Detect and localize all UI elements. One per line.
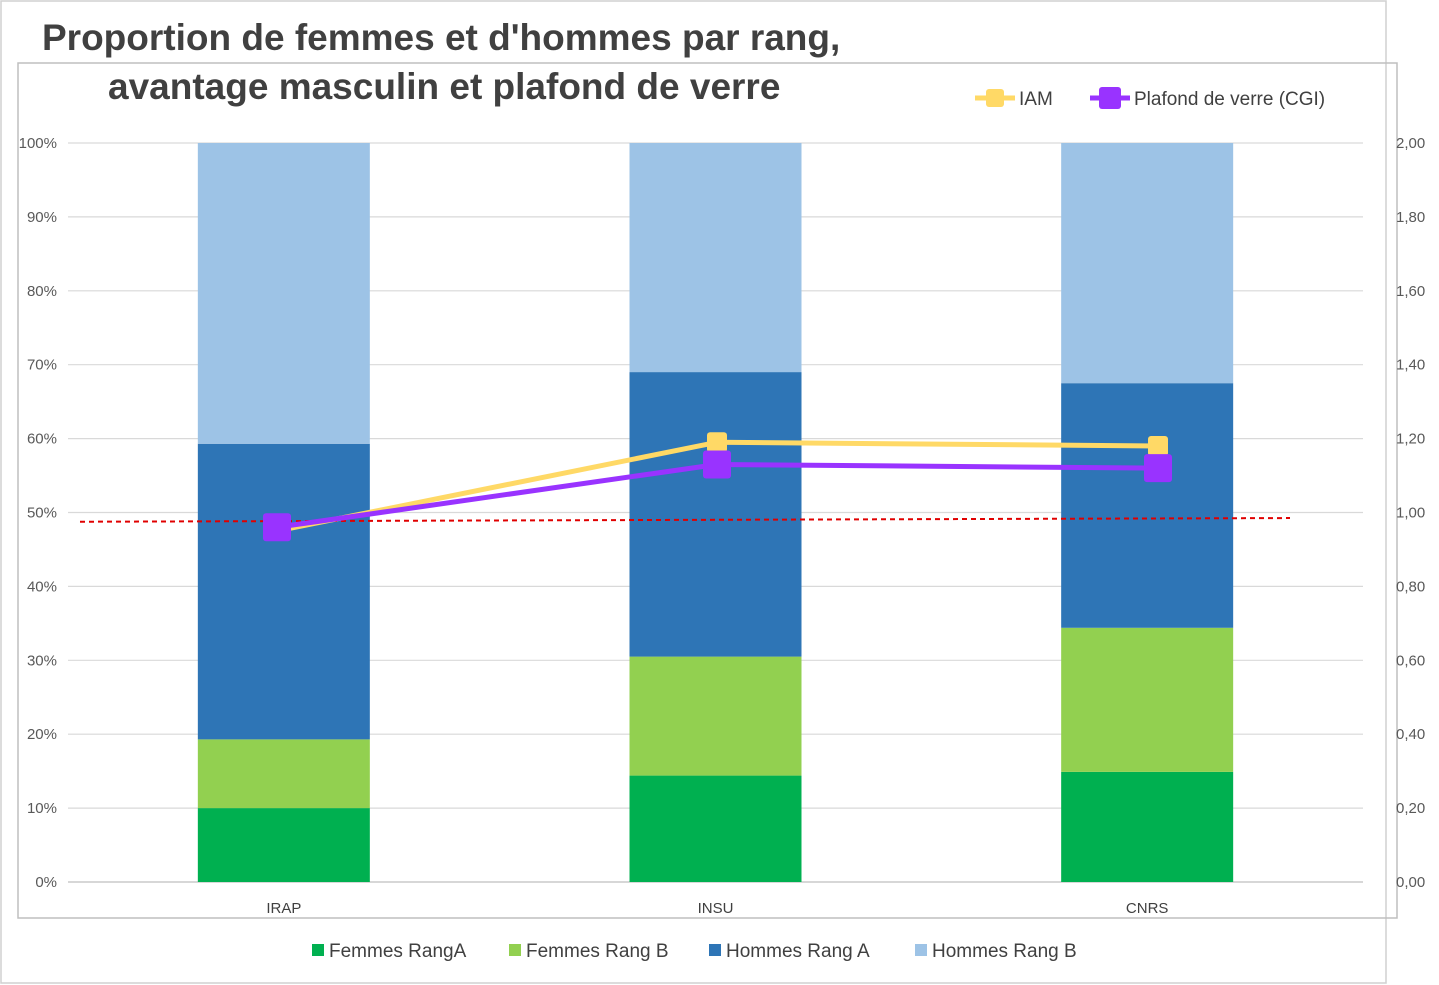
legend-lines: IAM Plafond de verre (CGI) [975, 87, 1325, 110]
y-tick-label-right: 1,80 [1396, 209, 1425, 226]
legend-bar-label: Hommes Rang A [726, 941, 870, 962]
y-tick-label-left: 90% [27, 209, 57, 226]
chart-title-line1: Proportion de femmes et d'hommes par ran… [42, 17, 840, 58]
bar-segment [197, 739, 370, 809]
y-tick-label-left: 0% [35, 874, 57, 891]
y-tick-label-right: 0,40 [1396, 726, 1425, 743]
y-tick-label-right: 0,20 [1396, 800, 1425, 817]
chart-title-line2: avantage masculin et plafond de verre [108, 66, 780, 107]
y-tick-label-right: 1,60 [1396, 283, 1425, 300]
y-tick-label-right: 2,00 [1396, 135, 1425, 152]
legend-bar-swatch [509, 944, 521, 956]
y-tick-label-left: 70% [27, 357, 57, 374]
legend-line-marker [1099, 87, 1121, 109]
bar-segment [197, 443, 370, 740]
y-tick-label-left: 40% [27, 578, 57, 595]
line-marker [707, 432, 727, 453]
bar-segment [1061, 627, 1234, 772]
y-tick-label-left: 30% [27, 652, 57, 669]
bar-segment [1061, 143, 1234, 384]
y-tick-label-right: 0,60 [1396, 652, 1425, 669]
legend-bar-swatch [312, 944, 324, 956]
legend-bar-label: Hommes Rang B [932, 941, 1077, 962]
bar-segment [1061, 771, 1234, 882]
legend-bar-label: Femmes Rang B [526, 941, 669, 962]
bar-segment [629, 143, 802, 373]
legend-line-label: IAM [1019, 89, 1053, 110]
line-series [263, 432, 1172, 542]
y-tick-label-left: 60% [27, 431, 57, 448]
y-tick-label-left: 20% [27, 726, 57, 743]
bar-segment [197, 808, 370, 882]
x-axis: IRAP INSU CNRS [266, 900, 1168, 917]
y-tick-label-left: 100% [19, 135, 57, 152]
line-marker [1148, 435, 1168, 456]
y-axis-right: 0,00 0,20 0,40 0,60 0,80 1,00 1,20 1,40 1,60 1,80… [1396, 135, 1425, 891]
y-tick-label-right: 0,00 [1396, 874, 1425, 891]
line-marker [263, 513, 291, 542]
y-tick-label-right: 1,20 [1396, 431, 1425, 448]
x-tick-label: CNRS [1126, 900, 1169, 917]
y-tick-label-left: 50% [27, 505, 57, 522]
legend-bar-swatch [915, 944, 927, 956]
y-axis-left: 0% 10% 20% 30% 40% 50% 60% 70% 80% 90% 100% [19, 135, 57, 891]
bar-segment [1061, 383, 1234, 628]
x-tick-label: IRAP [266, 900, 301, 917]
legend-bars: Femmes RangA Femmes Rang B Hommes Rang A Ho… [312, 941, 1077, 962]
bar-segment [629, 372, 802, 657]
legend-line-label: Plafond de verre (CGI) [1134, 89, 1325, 110]
bar-segment [629, 656, 802, 776]
line-marker [1144, 454, 1172, 483]
y-tick-label-right: 0,80 [1396, 578, 1425, 595]
y-tick-label-left: 80% [27, 283, 57, 300]
x-tick-label: INSU [698, 900, 734, 917]
inner-frame [17, 62, 1398, 919]
y-tick-label-right: 1,40 [1396, 357, 1425, 374]
y-tick-label-left: 10% [27, 800, 57, 817]
line-marker [703, 450, 731, 479]
legend-bar-swatch [709, 944, 721, 956]
legend-bar-label: Femmes RangA [329, 941, 467, 962]
bar-segment [629, 775, 802, 882]
y-tick-label-right: 1,00 [1396, 505, 1425, 522]
bars [197, 143, 1234, 882]
bar-segment [197, 143, 370, 444]
legend-line-marker [986, 89, 1004, 107]
